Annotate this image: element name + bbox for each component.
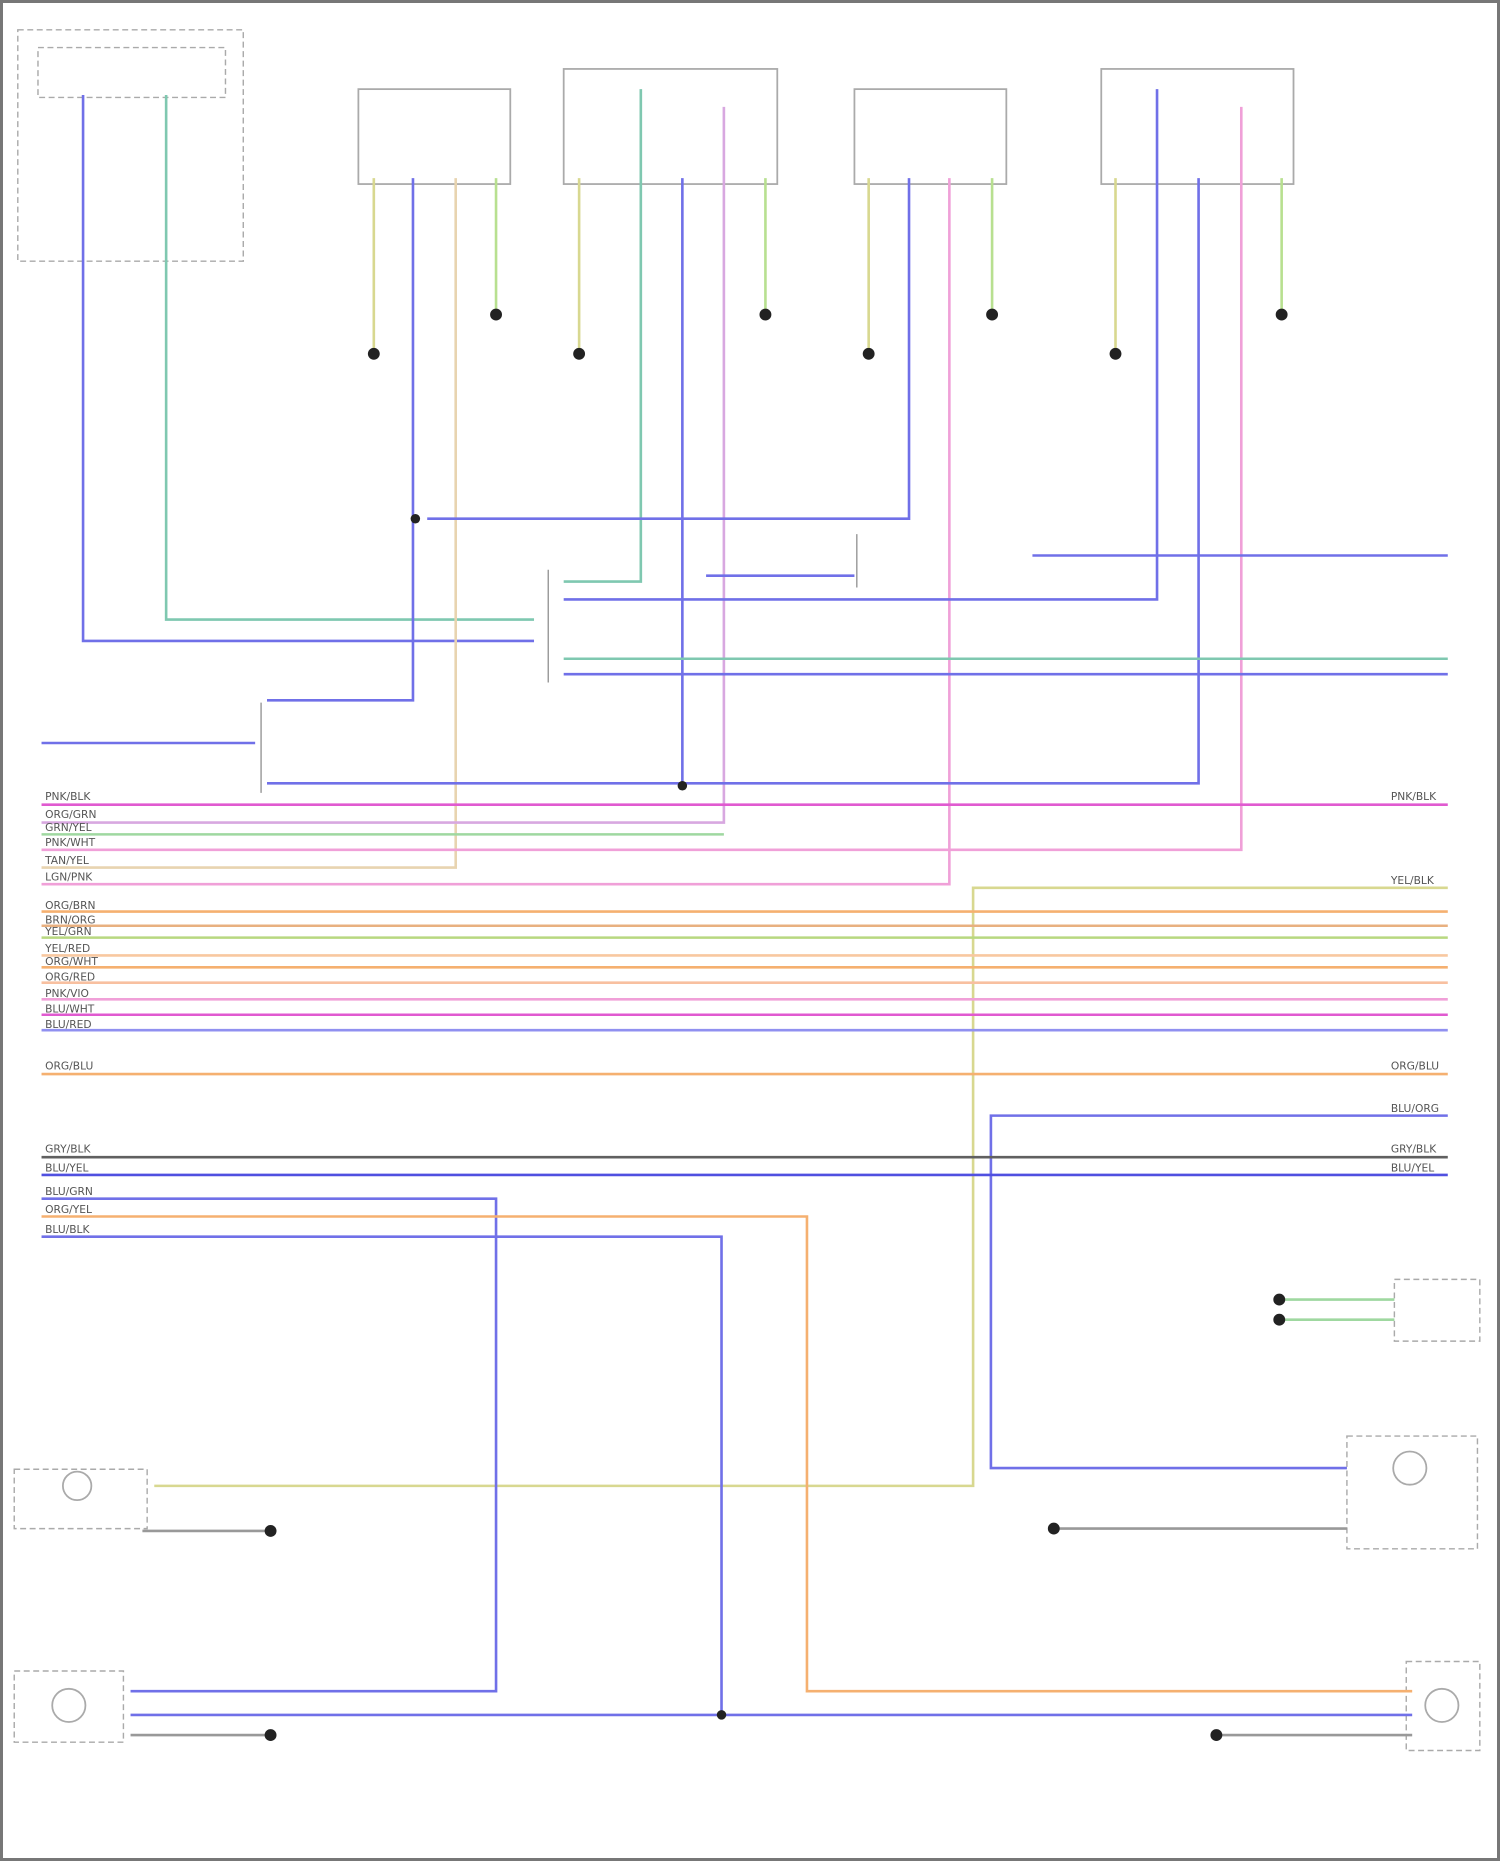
wire-labels-left: PNK/BLK ORG/GRN GRN/YEL PNK/WHT TAN/YEL … (44, 790, 98, 1236)
wire-rf-pink (41, 178, 951, 886)
right-headlamp-bulb-icon (1392, 1450, 1428, 1486)
ground-points (264, 308, 1288, 1742)
wire-label: PNK/BLK (45, 790, 91, 803)
wire-module-blue (81, 95, 535, 643)
left-rear-switch-connector (562, 68, 779, 185)
wire-label: BRN/ORG (45, 913, 95, 926)
right-park-turn-lamp (1405, 1660, 1481, 1752)
left-headlamp-bulb-icon (62, 1470, 93, 1502)
wire-label: PNK/WHT (45, 836, 96, 849)
control-module-connector (37, 46, 227, 99)
wire-rf-blue (427, 178, 911, 521)
wire-label: GRY/BLK (1391, 1142, 1437, 1155)
splice-brackets (260, 534, 858, 793)
wire-label: BLU/WHT (45, 1002, 95, 1015)
wire-label: BLU/YEL (1391, 1161, 1434, 1174)
wire-lf-beige (41, 178, 458, 869)
wire-label: ORG/BRN (45, 899, 95, 912)
wire-label: YEL/BLK (1390, 874, 1435, 887)
right-front-switch-connector (853, 88, 1008, 185)
wire-label: BLU/ORG (1391, 1102, 1439, 1115)
wire-label: PNK/BLK (1391, 790, 1437, 803)
wire-rr-pink (41, 106, 1243, 852)
wire-right-park-orange (41, 1215, 1413, 1693)
left-park-turn-lamp (13, 1670, 125, 1743)
wire-label: ORG/WHT (45, 955, 98, 968)
wire-lr-teal (563, 89, 643, 583)
left-front-switch-connector (357, 88, 512, 185)
right-park-bulb-icon (1424, 1687, 1460, 1723)
wire-label: BLU/BLK (45, 1223, 90, 1236)
wire-lr-mauve (41, 106, 726, 824)
wire-left-park-blue (41, 1197, 498, 1693)
wire-label: ORG/YEL (45, 1203, 92, 1216)
wire-label: PNK/VIO (45, 987, 89, 1000)
wire-label: TAN/YEL (44, 854, 89, 867)
wire-rr-blue (563, 89, 1159, 601)
wire-module-teal (164, 95, 535, 621)
wire-lf-blue (267, 178, 415, 702)
wire-left-headlamp-yellow (154, 886, 1448, 1488)
wire-instrument-panel (1279, 1298, 1395, 1322)
wire-label: GRY/BLK (45, 1142, 91, 1155)
right-rear-switch-connector (1100, 68, 1295, 185)
wire-label: LGN/PNK (45, 871, 93, 884)
wire-label: ORG/BLU (45, 1059, 93, 1072)
wire-label: ORG/BLU (1391, 1059, 1439, 1072)
ground-wires (130, 1527, 1413, 1737)
wire-label: BLU/GRN (45, 1185, 93, 1198)
wire-ground-blue (41, 1235, 723, 1715)
wire-label: GRN/YEL (45, 821, 92, 834)
control-module-box (17, 29, 244, 262)
wire-label: BLU/RED (45, 1018, 92, 1031)
wire-label: YEL/GRN (44, 925, 91, 938)
left-park-bulb-icon (51, 1687, 87, 1723)
wire-label: ORG/RED (45, 970, 95, 983)
wire-right-headlamp-blue (989, 1114, 1448, 1470)
wire-labels-right: PNK/BLK YEL/BLK BLU/ORG ORG/BLU GRY/BLK … (1390, 790, 1439, 1174)
right-headlamp-assembly (1346, 1435, 1479, 1550)
wire-label: ORG/GRN (45, 808, 96, 821)
left-headlamp-assembly (13, 1468, 148, 1530)
wire-label: BLU/YEL (45, 1161, 88, 1174)
wire-label: YEL/RED (44, 942, 90, 955)
instrument-panel-connector (1393, 1278, 1481, 1342)
wire-rr-blue-2 (267, 178, 1200, 785)
